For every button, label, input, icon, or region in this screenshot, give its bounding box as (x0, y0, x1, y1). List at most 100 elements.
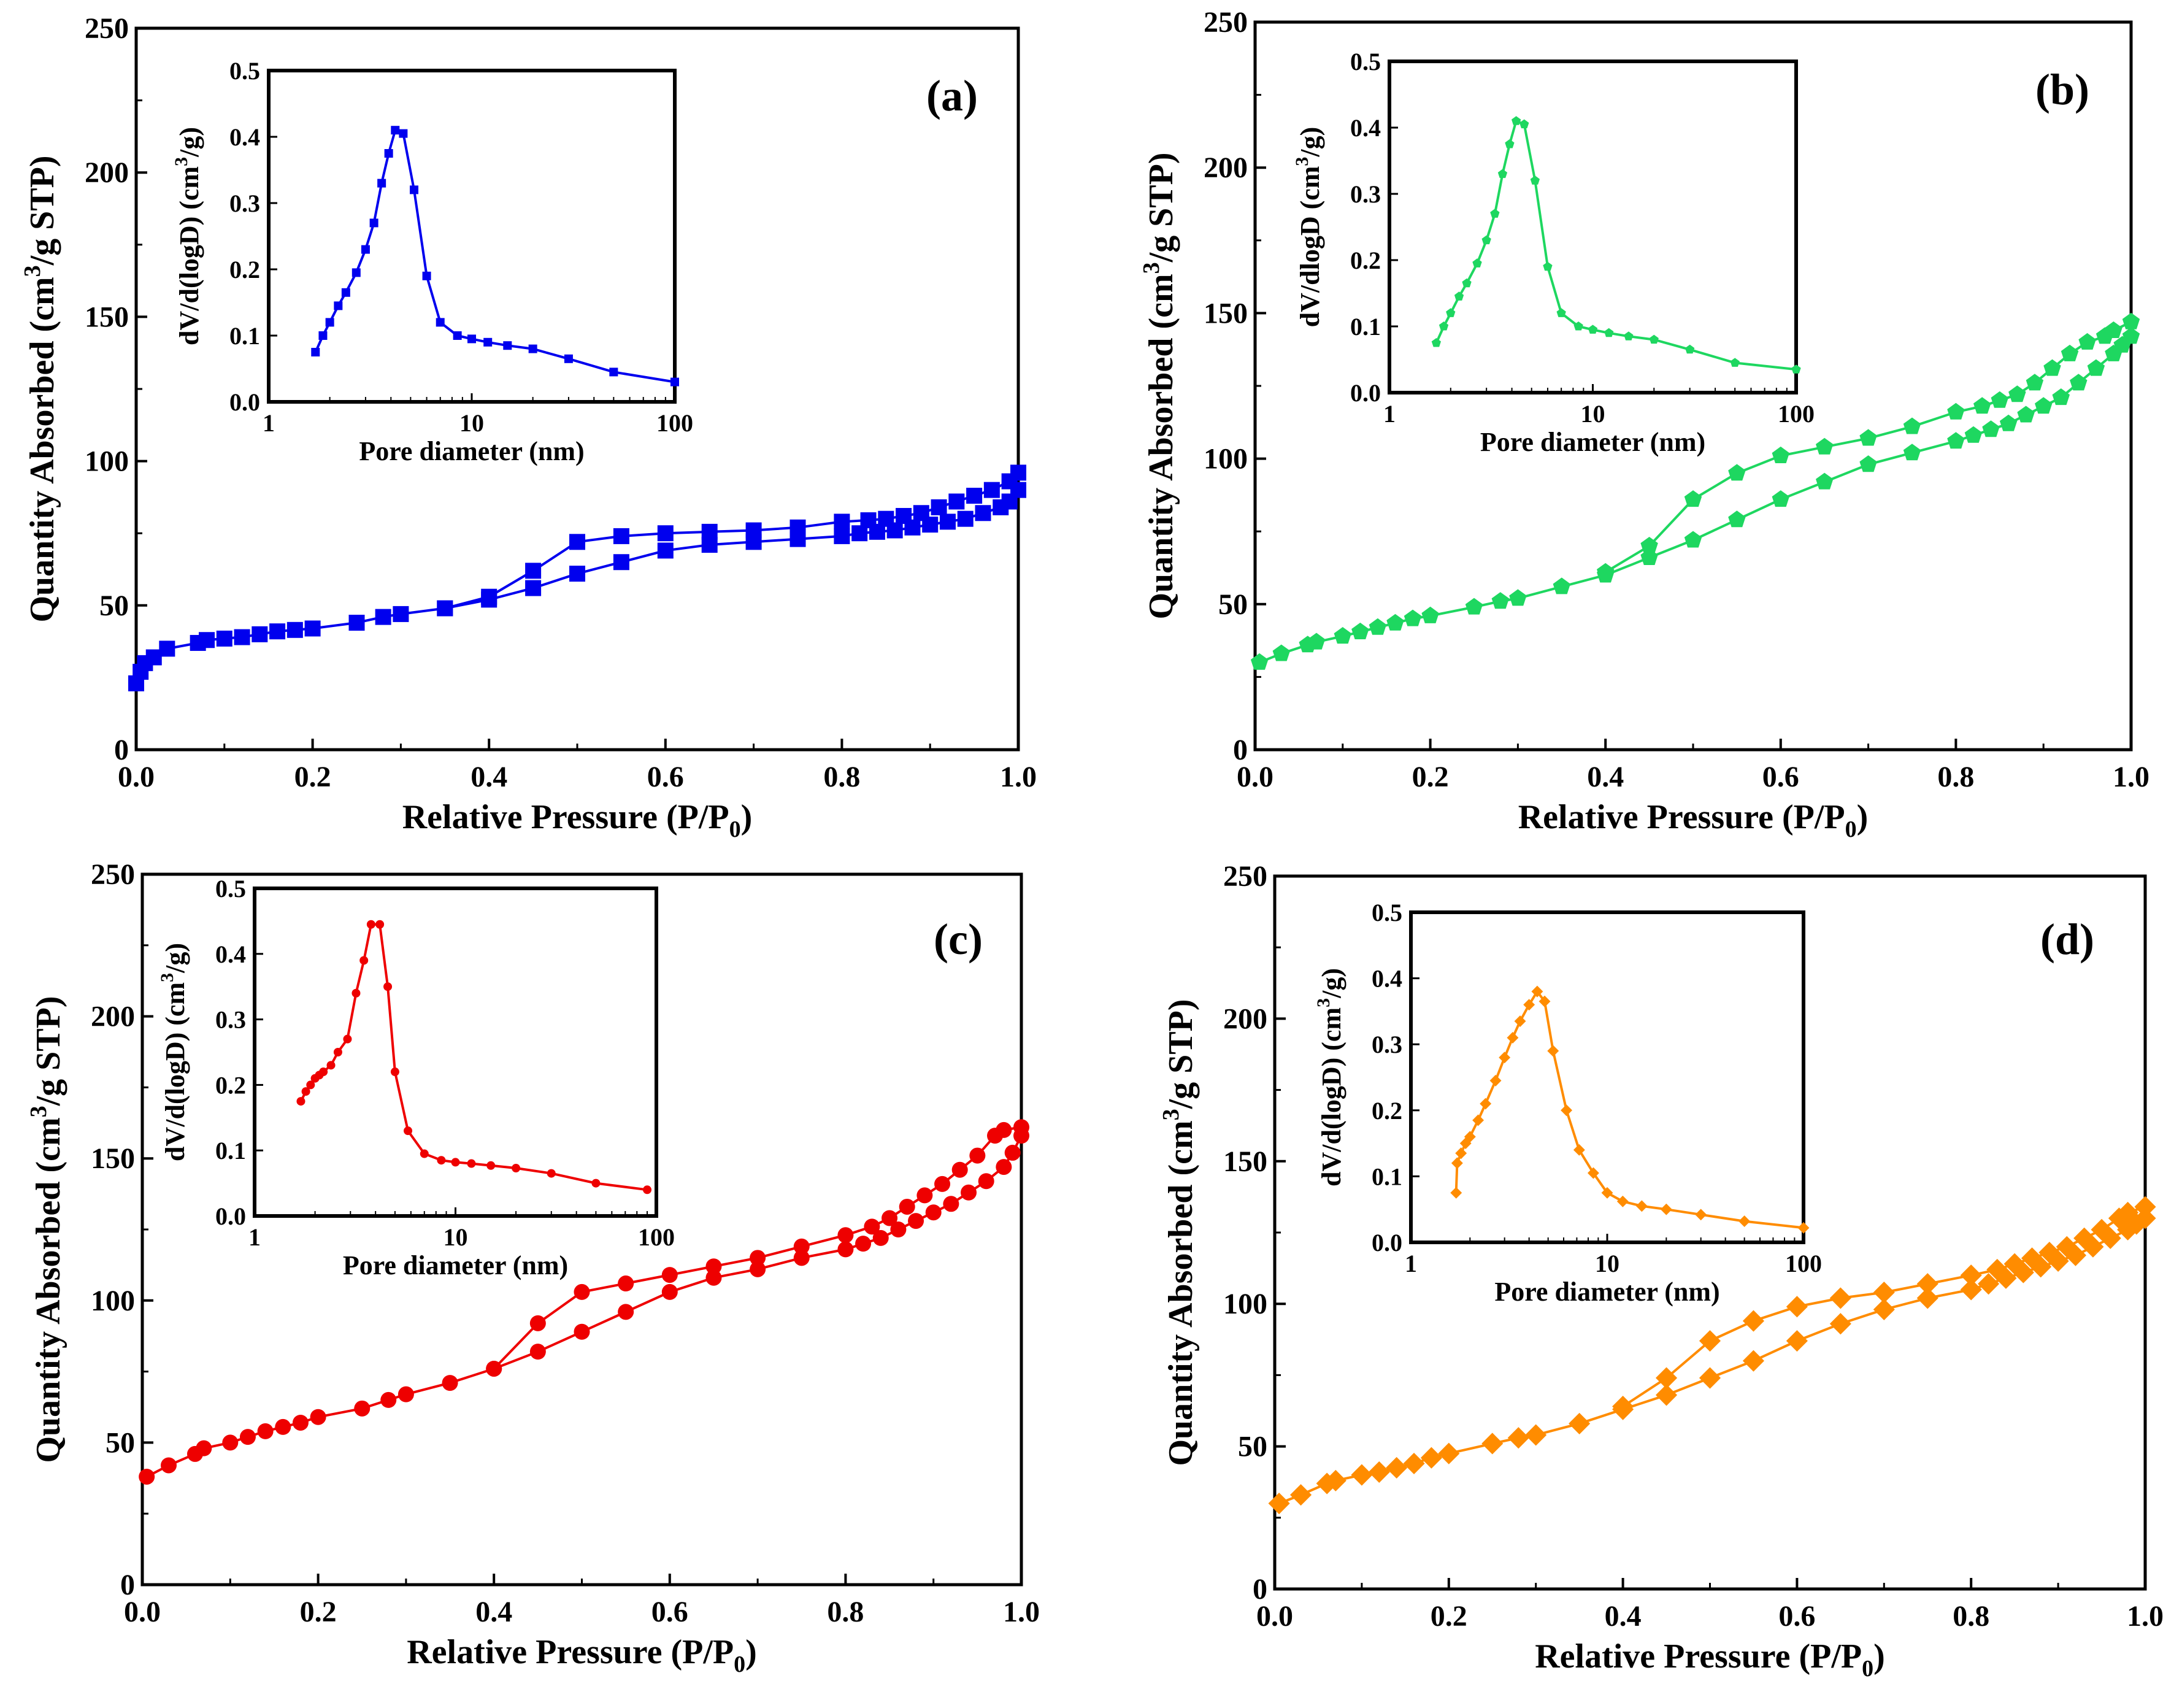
inset-point (384, 149, 393, 158)
desorption-point (2091, 1218, 2113, 1241)
adsorption-point (1903, 444, 1921, 461)
inset-frame (1388, 60, 1798, 394)
adsorption-point (1491, 592, 1510, 609)
inset-point (1624, 331, 1634, 340)
inset-point (366, 920, 375, 929)
panel-label: (a) (926, 71, 978, 120)
inset-point (437, 1156, 446, 1165)
adsorption-point (196, 1440, 212, 1456)
y-axis-label-sup: 3 (1158, 1109, 1184, 1120)
adsorption-point (2099, 1227, 2121, 1249)
adsorption-point (1964, 426, 1983, 443)
desorption-point (481, 588, 497, 605)
x-tick-label: 1.0 (2113, 761, 2149, 793)
x-tick-label: 0.2 (294, 761, 331, 793)
panel-label: (d) (2040, 915, 2094, 964)
adsorption-point (1507, 1427, 1529, 1449)
x-axis-label: Relative Pressure (P/P0) (1518, 798, 1869, 842)
adsorption-point (529, 1344, 546, 1360)
y-axis-label-end: /g STP) (1162, 999, 1200, 1109)
desorption-point (899, 1198, 915, 1215)
y-tick-label: 50 (106, 1426, 135, 1459)
y-tick-label: 50 (1238, 1431, 1267, 1463)
x-tick-label: 0.0 (1256, 1600, 1293, 1633)
inset-y-tick-label: 0.5 (1372, 899, 1402, 926)
inset-point (670, 377, 679, 387)
inset-point (1505, 139, 1515, 148)
adsorption-point (1250, 653, 1269, 670)
adsorption-point (834, 528, 850, 544)
desorption-point (1873, 1282, 1895, 1304)
x-axis-label-end: ) (1873, 1637, 1885, 1675)
desorption-point (618, 1275, 634, 1292)
adsorption-point (1420, 1447, 1442, 1469)
y-tick-label: 250 (1204, 6, 1248, 39)
adsorption-point (1947, 432, 1965, 449)
desorption-point (987, 1128, 1004, 1144)
x-tick-label: 1.0 (2127, 1600, 2164, 1633)
desorption-point (657, 525, 674, 542)
inset-point (1730, 358, 1740, 367)
adsorption-point (1829, 1313, 1851, 1335)
x-tick-label: 1.0 (1000, 761, 1037, 793)
x-axis-label-main: Relative Pressure (P/P (407, 1633, 734, 1671)
inset-y-tick-label: 0.3 (229, 190, 260, 217)
inset-point (591, 1179, 601, 1188)
y-tick-label: 100 (1223, 1288, 1267, 1320)
desorption-point (2043, 359, 2061, 376)
inset-y-tick-label: 0.2 (1350, 247, 1381, 274)
desorption-point (1986, 1258, 2008, 1280)
y-axis-label: Quantity Absorbed (cm3/g STP) (1139, 152, 1180, 619)
inset-point (453, 331, 462, 340)
desorption-point (1640, 537, 1658, 553)
inset-x-tick-label: 10 (444, 1223, 468, 1251)
desorption-point (931, 499, 947, 515)
y-tick-label: 200 (1223, 1002, 1267, 1035)
adsorption-point (855, 1236, 872, 1252)
adsorption-point (1728, 510, 1746, 528)
desorption-point (1829, 1287, 1851, 1309)
x-axis-label-sub: 0 (734, 1652, 745, 1677)
adsorption-point (2070, 374, 2088, 391)
desorption-point (1916, 1273, 1938, 1295)
desorption-point (2026, 374, 2044, 391)
inset-x-tick-label: 100 (1778, 400, 1815, 428)
adsorption-point (222, 1434, 239, 1451)
inset-point (1587, 1167, 1599, 1179)
inset-point (1497, 169, 1508, 179)
adsorption-point (199, 632, 215, 648)
inset-point (319, 1068, 328, 1077)
inset-y-tick-label: 0.3 (1350, 180, 1381, 208)
inset-point (1616, 1195, 1629, 1207)
isotherm-adsorption (128, 482, 1026, 691)
inset-y-axis-label: dV/dlogD (cm3/g) (1292, 127, 1325, 328)
inset-point (296, 1097, 305, 1106)
adsorption-point (957, 510, 974, 527)
inset-point (334, 301, 343, 310)
adsorption-point (1569, 1412, 1591, 1434)
inset-point (609, 367, 618, 377)
adsorption-point (890, 1221, 907, 1237)
adsorption-point (1290, 1484, 1312, 1506)
y-axis-label-sup: 3 (26, 1106, 52, 1117)
inset-pore-distribution: 1 10 100 0.0 0.1 0.2 0.3 0.4 0.5 Pore diameter (n… (157, 875, 675, 1280)
adsorption-point (2017, 406, 2035, 423)
inset-point (375, 920, 385, 929)
desorption-point (525, 563, 542, 579)
inset-x-tick-label: 1 (263, 409, 275, 437)
adsorption-point (2082, 1236, 2104, 1258)
y-axis-label-main: Quantity Absorbed (cm (1142, 274, 1180, 619)
inset-point (1543, 261, 1553, 271)
adsorption-point (1982, 420, 2000, 437)
y-axis-label-main: Quantity Absorbed (cm (29, 1117, 67, 1463)
inset-point (1472, 258, 1482, 267)
desorption-point (1816, 437, 1834, 455)
adsorption-line (146, 1135, 1023, 1478)
desorption-point (2038, 1241, 2061, 1264)
adsorption-point (661, 1283, 678, 1300)
x-tick-label: 0.0 (124, 1596, 161, 1628)
adsorption-point (872, 1229, 889, 1246)
desorption-point (2003, 1253, 2026, 1275)
inset-point (1547, 1045, 1559, 1057)
inset-point (352, 268, 361, 277)
